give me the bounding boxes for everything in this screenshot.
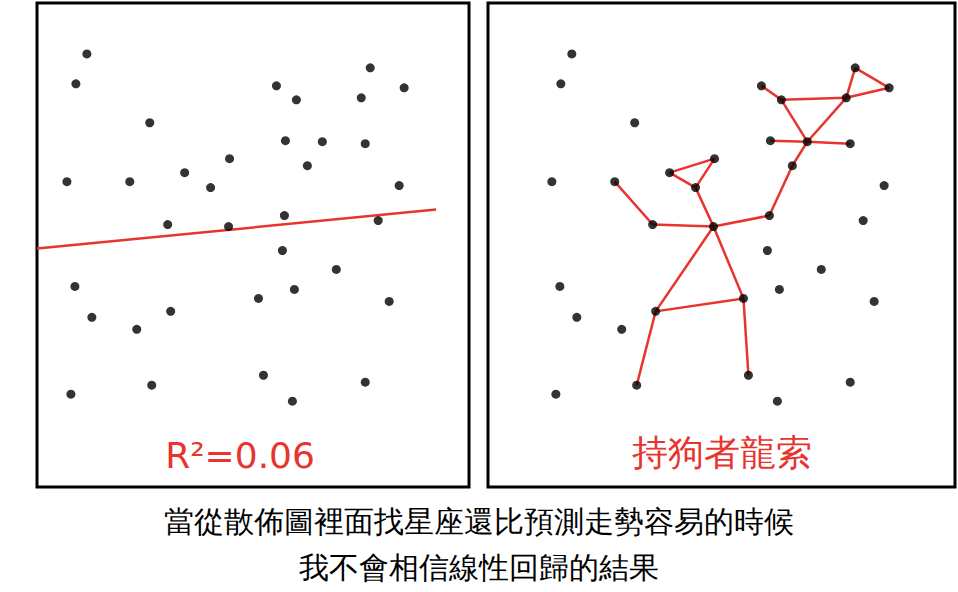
svg-text:持狗者龍索: 持狗者龍索 bbox=[632, 432, 812, 473]
svg-text:當從散佈圖裡面找星座還比預測走勢容易的時候: 當從散佈圖裡面找星座還比預測走勢容易的時候 bbox=[164, 504, 794, 539]
svg-text:我不會相信線性回歸的結果: 我不會相信線性回歸的結果 bbox=[299, 550, 659, 585]
svg-text:R²=0.06: R²=0.06 bbox=[165, 435, 315, 476]
